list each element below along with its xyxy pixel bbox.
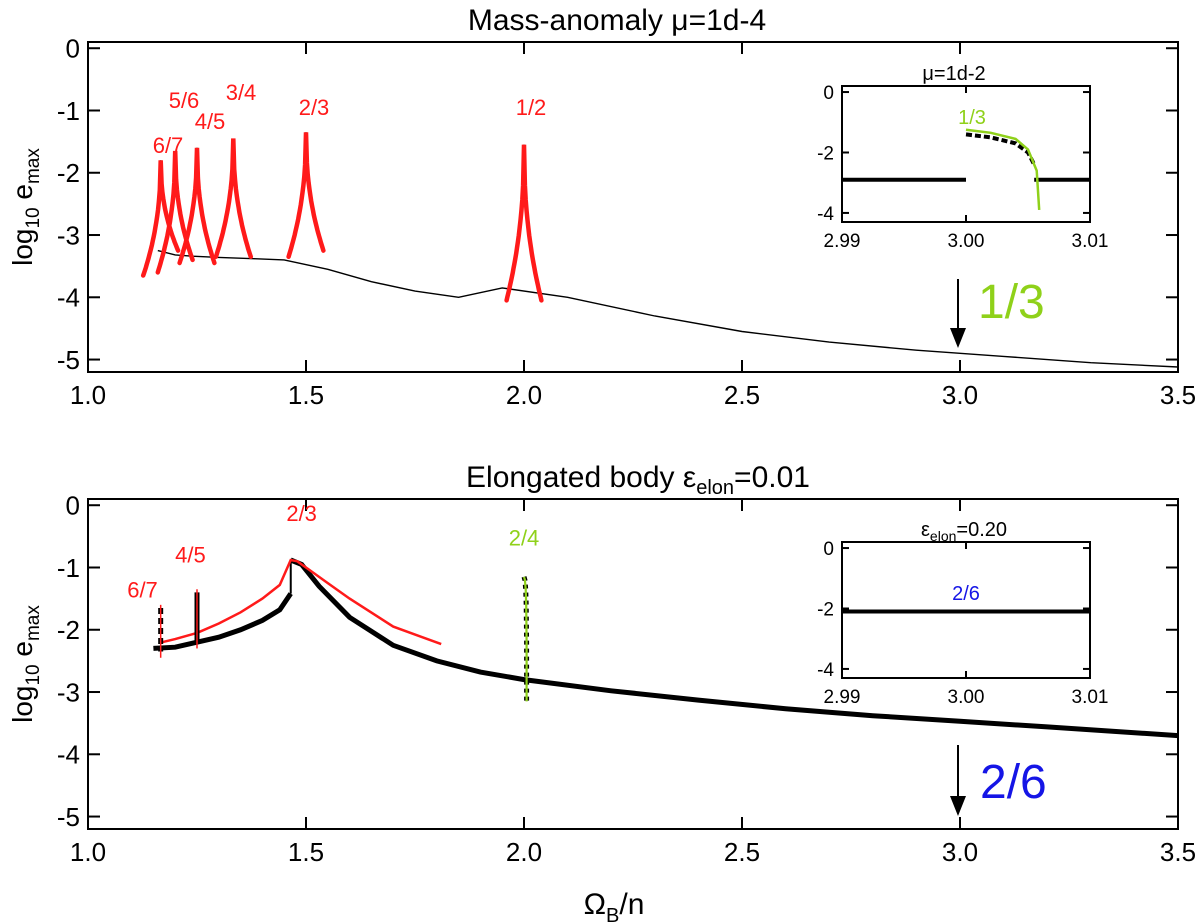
x-axis-label: ΩB/n — [584, 888, 645, 924]
bottom-marker-arrowhead — [950, 796, 966, 816]
top-background-curve — [157, 249, 1179, 368]
bottom-black-high-branch — [289, 557, 1179, 739]
bottom-inset-x-tick-label: 3.00 — [948, 687, 985, 708]
bottom-y-tick-label: -2 — [57, 615, 80, 645]
top-y-tick-label: -4 — [57, 283, 80, 313]
top-resonance-marker: 1/3 — [950, 276, 1045, 348]
top-marker-arrowhead — [950, 328, 966, 348]
top-label-6-7: 6/7 — [153, 133, 184, 158]
bottom-resonance-label: 4/5 — [175, 543, 206, 568]
bottom-x-tick-label: 3.0 — [942, 837, 978, 867]
bottom-panel: Elongated body εelon=0.01 log10 emax 1.0… — [7, 461, 1196, 924]
bottom-resonance-marker: 2/6 — [950, 745, 1047, 816]
top-resonance-curve-0 — [140, 160, 181, 278]
bottom-y-axis: 0 -1 -2 -3 -4 -5 — [57, 491, 1178, 832]
top-inset-green-curve — [965, 128, 1041, 210]
top-resonance-curve-2 — [177, 147, 217, 266]
bottom-y-tick-label: -3 — [57, 677, 80, 707]
top-y-tick-label: -5 — [57, 345, 80, 375]
bottom-x-tick-label: 3.5 — [1160, 837, 1196, 867]
top-x-axis: 1.0 1.5 2.0 2.5 3.0 3.5 — [70, 42, 1196, 410]
top-y-axis: 0 -1 -2 -3 -4 -5 — [57, 34, 1178, 375]
top-y-tick-label: -2 — [57, 158, 80, 188]
top-inset-plot-area — [842, 128, 1090, 210]
bottom-marker-label: 2/6 — [980, 756, 1047, 809]
bottom-title: Elongated body εelon=0.01 — [466, 461, 810, 499]
bottom-x-axis: 1.0 1.5 2.0 2.5 3.0 3.5 — [70, 499, 1196, 867]
bottom-inset-y-tick-label: -4 — [817, 660, 834, 681]
bottom-inset-label: 2/6 — [952, 583, 980, 605]
top-x-tick-label: 3.5 — [1160, 380, 1196, 410]
bottom-inset-title: εelon=0.20 — [921, 519, 1007, 544]
top-x-tick-label: 3.0 — [942, 380, 978, 410]
bottom-resonance-label: 6/7 — [127, 577, 158, 602]
top-x-tick-label: 2.0 — [506, 380, 542, 410]
bottom-resonance-label: 2/4 — [509, 526, 540, 551]
bottom-black-low-branch — [153, 592, 293, 651]
bottom-plot-area — [153, 557, 1179, 739]
top-x-tick-label: 1.5 — [288, 380, 324, 410]
top-y-axis-label: log10 emax — [7, 148, 44, 266]
top-label-5-6: 5/6 — [169, 88, 200, 113]
bottom-x-tick-label: 2.5 — [724, 837, 760, 867]
bottom-x-tick-label: 1.5 — [288, 837, 324, 867]
bottom-inset-axes: 2.99 3.00 3.01 0 -2 -4 — [817, 539, 1108, 708]
top-inset-x-tick-label: 2.99 — [824, 231, 861, 252]
bottom-y-tick-label: -1 — [57, 553, 80, 583]
bottom-inset-y-tick-label: -2 — [817, 599, 834, 620]
top-inset-x-tick-label: 3.00 — [948, 231, 985, 252]
top-inset-black-curve — [965, 132, 1036, 166]
top-inset-label: 1/3 — [958, 107, 986, 129]
bottom-red-curve — [161, 558, 442, 646]
top-inset-axes: 2.99 3.00 3.01 0 -2 -4 — [817, 83, 1108, 252]
top-resonance-curve-4 — [286, 132, 326, 260]
top-y-tick-label: -3 — [57, 220, 80, 250]
bottom-green-spike — [522, 576, 528, 702]
top-label-3-4: 3/4 — [226, 80, 257, 105]
top-panel: Mass-anomaly μ=1d-4 log10 emax 1.0 1.5 2.0… — [7, 4, 1196, 410]
bottom-resonance-labels: 6/7 4/5 2/3 2/4 — [127, 501, 539, 603]
bottom-y-axis-label: log10 emax — [7, 605, 44, 723]
top-x-tick-label: 1.0 — [70, 380, 106, 410]
top-label-1-2: 1/2 — [516, 95, 547, 120]
top-label-4-5: 4/5 — [195, 109, 226, 134]
top-x-tick-label: 2.5 — [724, 380, 760, 410]
bottom-inset-x-tick-label: 3.01 — [1072, 687, 1109, 708]
top-resonance-curve-5 — [504, 144, 544, 303]
top-inset-y-tick-label: -4 — [817, 204, 834, 225]
top-marker-label: 1/3 — [978, 276, 1045, 329]
top-inset-y-tick-label: -2 — [817, 143, 834, 164]
bottom-inset: εelon=0.20 2.99 3.00 3.01 0 -2 -4 2/6 — [817, 519, 1108, 708]
top-resonance-curve-3 — [213, 138, 254, 260]
bottom-y-tick-label: 0 — [66, 491, 80, 521]
top-label-2-3: 2/3 — [299, 95, 330, 120]
bottom-resonance-label: 2/3 — [286, 501, 317, 526]
top-y-tick-label: 0 — [66, 34, 80, 64]
bottom-y-tick-label: -5 — [57, 802, 80, 832]
top-title: Mass-anomaly μ=1d-4 — [468, 4, 766, 37]
top-plot-frame — [87, 41, 1179, 373]
top-inset-x-tick-label: 3.01 — [1072, 231, 1109, 252]
top-inset-title: μ=1d-2 — [922, 63, 985, 85]
bottom-inset-y-tick-label: 0 — [823, 539, 834, 560]
top-y-tick-label: -1 — [57, 96, 80, 126]
top-plot-area — [140, 132, 1179, 368]
bottom-inset-x-tick-label: 2.99 — [824, 687, 861, 708]
bottom-y-tick-label: -4 — [57, 740, 80, 770]
bottom-x-tick-label: 1.0 — [70, 837, 106, 867]
bottom-plot-frame — [87, 498, 1179, 830]
top-inset-y-tick-label: 0 — [823, 83, 834, 104]
bottom-x-tick-label: 2.0 — [506, 837, 542, 867]
top-inset: μ=1d-2 2.99 3.00 3.01 0 -2 -4 1/3 — [817, 63, 1108, 252]
